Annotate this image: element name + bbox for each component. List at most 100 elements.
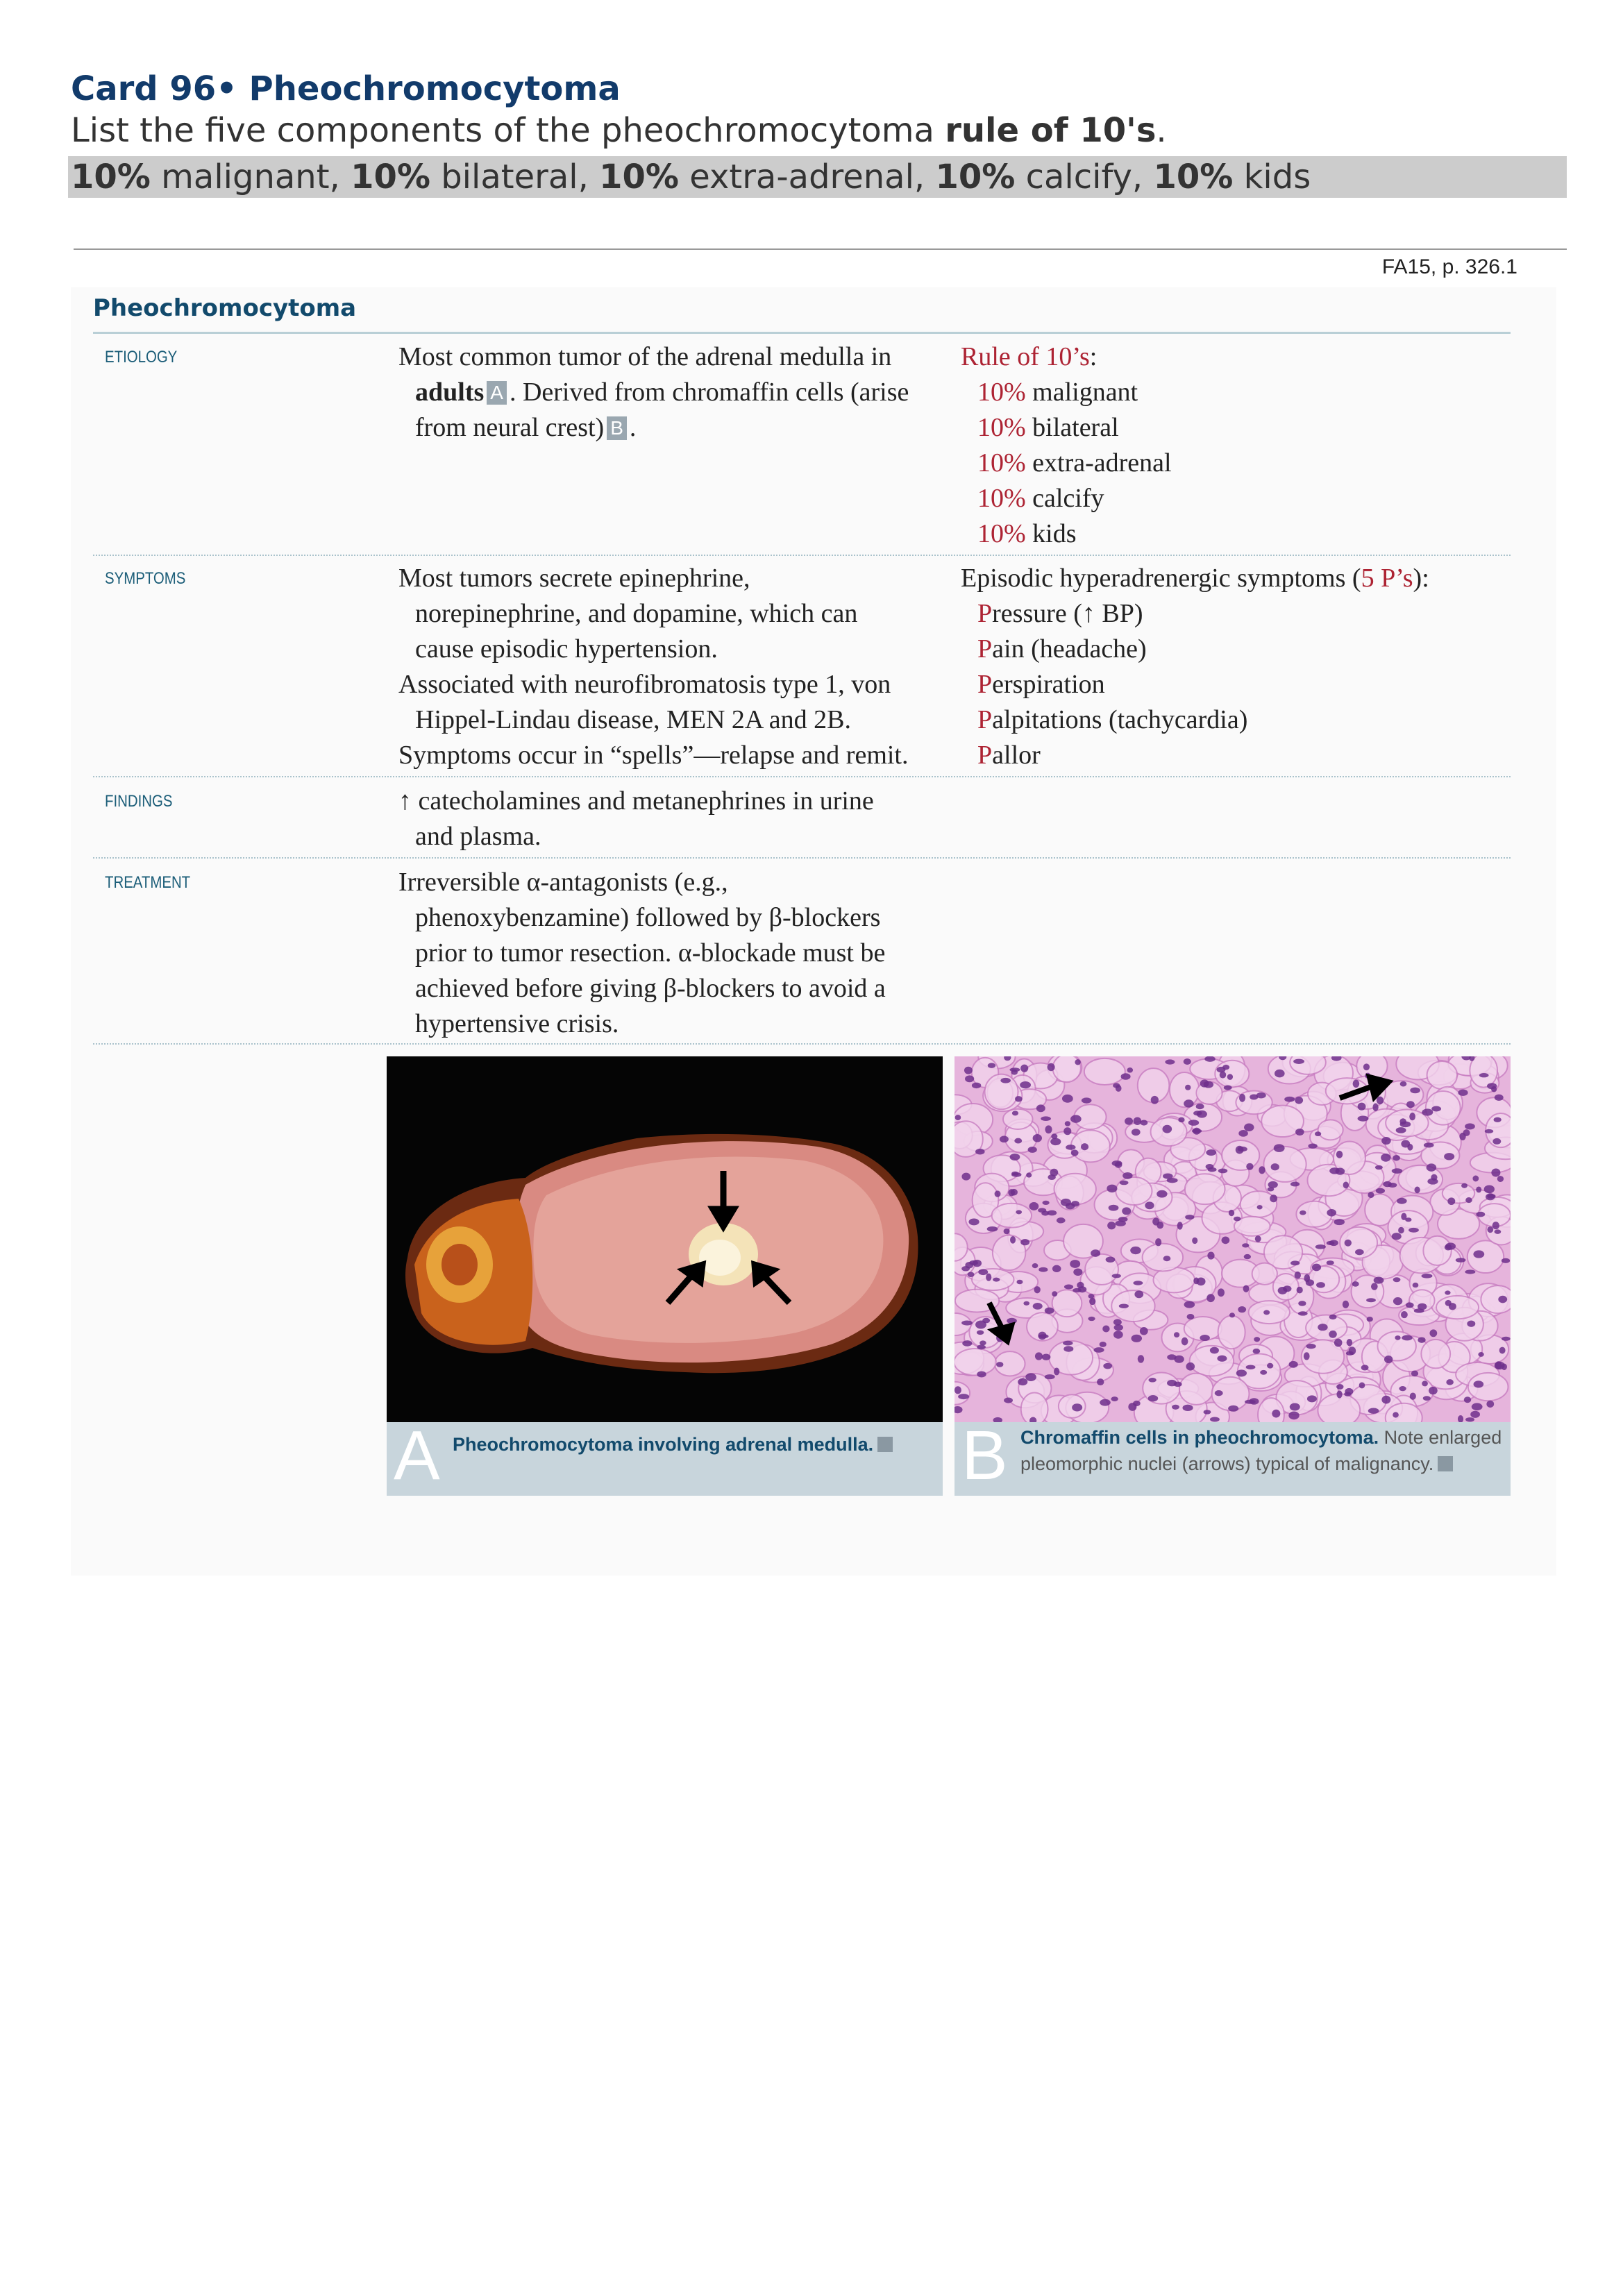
row-label: SYMPTOMS [105, 569, 186, 588]
text-line: norepinephrine, and dopamine, which can [398, 596, 909, 632]
column: Most common tumor of the adrenal medulla… [398, 339, 909, 446]
answer-text: 10% [599, 158, 680, 196]
answer-text: 10% [1153, 158, 1234, 196]
row-label: ETIOLOGY [105, 348, 178, 366]
figure-a: A Pheochromocytoma involving adrenal med… [387, 1056, 943, 1496]
text-line: and plasma. [398, 819, 874, 854]
question-text: List the five components of the pheochro… [71, 111, 945, 150]
icon [1438, 1456, 1454, 1471]
text-line: Palpitations (tachycardia) [961, 702, 1429, 738]
text-line: 10% malignant [961, 375, 1172, 410]
text-line: 10% extra-adrenal [961, 446, 1172, 481]
text: P [977, 741, 993, 770]
row-separator [93, 857, 1511, 859]
text: 10% [977, 378, 1026, 407]
figure-caption: Chromaffin cells in pheochromocytoma. No… [1020, 1424, 1502, 1477]
text: calcify [1025, 484, 1104, 513]
text: achieved before giving β-blockers to avo… [415, 974, 886, 1003]
text: Episodic hyperadrenergic symptoms ( [961, 564, 1361, 593]
row-separator [93, 776, 1511, 777]
text: phenoxybenzamine) followed by β-blockers [415, 903, 881, 932]
text: ): [1413, 564, 1429, 593]
figure-ref: B [607, 416, 627, 440]
row-separator [93, 555, 1511, 556]
text: cause episodic hypertension. [415, 634, 718, 664]
text-line: Most tumors secrete epinephrine, [398, 561, 909, 596]
figure-b: B Chromaffin cells in pheochromocytoma. … [955, 1056, 1511, 1496]
text-line: 10% kids [961, 516, 1172, 552]
question-text: rule of 10's [945, 111, 1157, 150]
text: norepinephrine, and dopamine, which can [415, 599, 858, 628]
text: Associated with neurofibromatosis type 1… [398, 670, 891, 699]
caption-text: Pheochromocytoma involving adrenal medul… [453, 1434, 874, 1455]
text-line: cause episodic hypertension. [398, 632, 909, 667]
row-label: FINDINGS [105, 792, 173, 811]
text: malignant [1025, 378, 1138, 407]
photo-a [387, 1056, 943, 1422]
text: kids [1025, 519, 1077, 548]
figure-letter: B [961, 1417, 1008, 1494]
figure-letter: A [394, 1417, 440, 1494]
text: Most tumors secrete epinephrine, [398, 564, 750, 593]
text-line: Irreversible α-antagonists (e.g., [398, 865, 886, 900]
column: Episodic hyperadrenergic symptoms (5 P’s… [961, 561, 1429, 773]
text-line: hypertensive crisis. [398, 1006, 886, 1042]
figure-ref: A [487, 381, 507, 405]
text-line: 10% bilateral [961, 410, 1172, 446]
text: P [977, 634, 993, 664]
text: alpitations (tachycardia) [992, 705, 1248, 734]
text: from neural crest) [415, 413, 605, 442]
text: P [977, 599, 993, 628]
column: Irreversible α-antagonists (e.g., phenoxy… [398, 865, 886, 1042]
photo-b [955, 1056, 1511, 1422]
text-line: Associated with neurofibromatosis type 1… [398, 667, 909, 702]
text-line: Rule of 10’s: [961, 339, 1172, 375]
text-line: achieved before giving β-blockers to avo… [398, 971, 886, 1006]
text-line: Hippel-Lindau disease, MEN 2A and 2B. [398, 702, 909, 738]
row-label: TREATMENT [105, 873, 191, 892]
column: Most tumors secrete epinephrine, norepine… [398, 561, 909, 773]
question: List the five components of the pheochro… [71, 111, 1167, 150]
text-line: prior to tumor resection. α-blockade mus… [398, 936, 886, 971]
text: P [977, 705, 993, 734]
caption-note: Note enlarged [1384, 1427, 1502, 1448]
text: : [1089, 342, 1098, 371]
text: ressure (↑ BP) [992, 599, 1143, 628]
card-title: Card 96• Pheochromocytoma [71, 69, 621, 108]
text: . Derived from chromaffin cells (arise [509, 378, 909, 407]
source: FA15, p. 326.1 [1381, 255, 1517, 278]
figure-caption: Pheochromocytoma involving adrenal medul… [453, 1431, 893, 1458]
answer-text: bilateral, [430, 158, 600, 196]
column: Rule of 10’s: 10% malignant 10% bilateral 1… [961, 339, 1172, 552]
text: 10% [977, 519, 1026, 548]
text-line: 10% calcify [961, 481, 1172, 516]
text-line: from neural crest) B. [398, 410, 909, 446]
caption-note: pleomorphic nuclei (arrows) typical of m… [1020, 1453, 1434, 1474]
text: bilateral [1025, 413, 1119, 442]
text-line: Perspiration [961, 667, 1429, 702]
text: Rule of 10’s [961, 342, 1090, 371]
text: and plasma. [415, 822, 541, 851]
answer-text: extra-adrenal, [679, 158, 936, 196]
text: ↑ catecholamines and metanephrines in ur… [398, 786, 874, 816]
text-line: adults A. Derived from chromaffin cells (… [398, 375, 909, 410]
text: hypertensive crisis. [415, 1009, 619, 1038]
icon [877, 1437, 893, 1452]
text: ain (headache) [992, 634, 1147, 664]
answer: 10% malignant, 10% bilateral, 10% extra-… [68, 156, 1567, 198]
text: 10% [977, 413, 1026, 442]
section-rule [93, 332, 1511, 334]
question-text: . [1156, 111, 1167, 150]
text: extra-adrenal [1025, 448, 1172, 478]
text: . [629, 413, 637, 442]
divider [74, 248, 1567, 250]
text-line: phenoxybenzamine) followed by β-blockers [398, 900, 886, 936]
caption-text: Chromaffin cells in pheochromocytoma. [1020, 1427, 1379, 1448]
answer-text: calcify, [1015, 158, 1154, 196]
text: prior to tumor resection. α-blockade mus… [415, 938, 886, 968]
text-line: Pallor [961, 738, 1429, 773]
answer-text: 10% [71, 158, 151, 196]
text: 5 P’s [1361, 564, 1413, 593]
text: P [977, 670, 993, 699]
